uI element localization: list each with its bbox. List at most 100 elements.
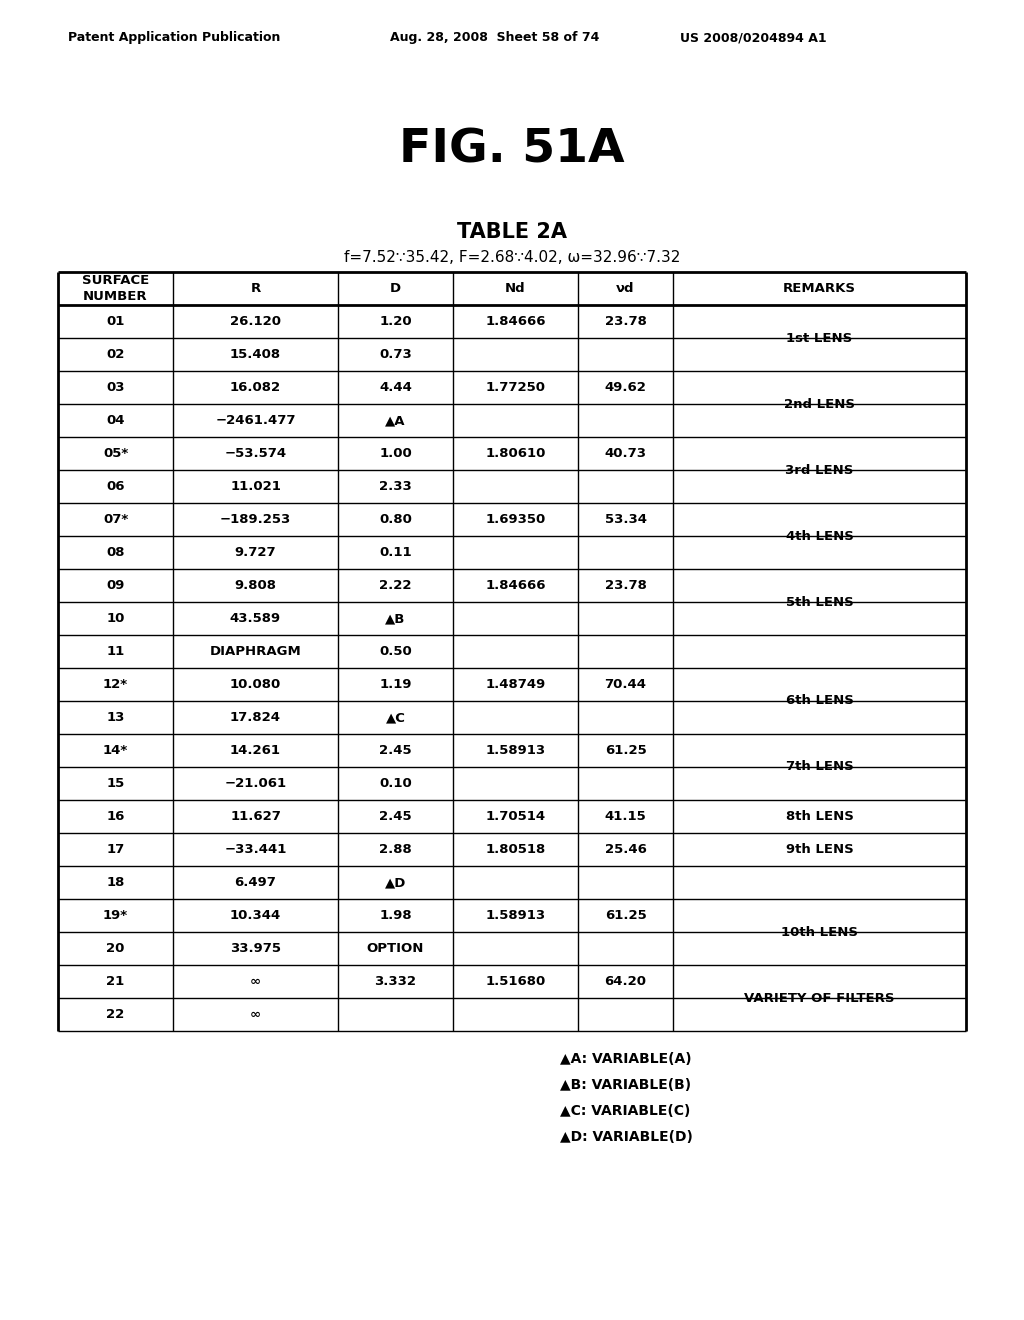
Text: 07*: 07* [102,513,128,525]
Text: 1.84666: 1.84666 [485,315,546,327]
Text: 14*: 14* [102,744,128,756]
Text: 1.19: 1.19 [379,678,412,690]
Text: 13: 13 [106,711,125,723]
Text: 14.261: 14.261 [230,744,281,756]
Text: −2461.477: −2461.477 [215,414,296,426]
Text: 7th LENS: 7th LENS [785,760,853,774]
Text: Aug. 28, 2008  Sheet 58 of 74: Aug. 28, 2008 Sheet 58 of 74 [390,32,599,45]
Text: 3rd LENS: 3rd LENS [785,463,854,477]
Text: −21.061: −21.061 [224,777,287,789]
Text: 1st LENS: 1st LENS [786,331,853,345]
Text: 1.58913: 1.58913 [485,909,546,921]
Text: −53.574: −53.574 [224,447,287,459]
Text: ▲B: ▲B [385,612,406,624]
Text: 2.45: 2.45 [379,810,412,822]
Text: 10.344: 10.344 [229,909,282,921]
Text: SURFACE
NUMBER: SURFACE NUMBER [82,275,150,302]
Text: 2.45: 2.45 [379,744,412,756]
Text: Patent Application Publication: Patent Application Publication [68,32,281,45]
Text: 61.25: 61.25 [604,909,646,921]
Text: 2.33: 2.33 [379,480,412,492]
Text: 33.975: 33.975 [230,942,281,954]
Text: FIG. 51A: FIG. 51A [399,128,625,173]
Text: 1.80610: 1.80610 [485,447,546,459]
Text: 49.62: 49.62 [604,381,646,393]
Text: 43.589: 43.589 [230,612,281,624]
Text: 61.25: 61.25 [604,744,646,756]
Text: 6.497: 6.497 [234,876,276,888]
Text: 0.50: 0.50 [379,645,412,657]
Text: ▲C: ▲C [386,711,406,723]
Text: 01: 01 [106,315,125,327]
Text: 4.44: 4.44 [379,381,412,393]
Text: 08: 08 [106,546,125,558]
Text: 1.84666: 1.84666 [485,579,546,591]
Text: 8th LENS: 8th LENS [785,810,853,822]
Text: 23.78: 23.78 [604,315,646,327]
Text: 21: 21 [106,975,125,987]
Text: 23.78: 23.78 [604,579,646,591]
Text: 04: 04 [106,414,125,426]
Text: 0.11: 0.11 [379,546,412,558]
Text: 1.98: 1.98 [379,909,412,921]
Text: 1.58913: 1.58913 [485,744,546,756]
Text: 40.73: 40.73 [604,447,646,459]
Text: 12*: 12* [103,678,128,690]
Text: US 2008/0204894 A1: US 2008/0204894 A1 [680,32,826,45]
Text: 19*: 19* [103,909,128,921]
Text: 1.70514: 1.70514 [485,810,546,822]
Text: 70.44: 70.44 [604,678,646,690]
Text: 09: 09 [106,579,125,591]
Text: 02: 02 [106,348,125,360]
Text: 9.808: 9.808 [234,579,276,591]
Text: 17.824: 17.824 [230,711,281,723]
Text: 16: 16 [106,810,125,822]
Text: 11.021: 11.021 [230,480,281,492]
Text: 18: 18 [106,876,125,888]
Text: 16.082: 16.082 [230,381,281,393]
Text: 1.00: 1.00 [379,447,412,459]
Text: 64.20: 64.20 [604,975,646,987]
Text: 0.73: 0.73 [379,348,412,360]
Text: 11.627: 11.627 [230,810,281,822]
Text: VARIETY OF FILTERS: VARIETY OF FILTERS [744,991,895,1005]
Text: ∞: ∞ [250,975,261,987]
Text: R: R [251,282,261,294]
Text: −189.253: −189.253 [220,513,291,525]
Text: 1.77250: 1.77250 [485,381,546,393]
Text: ▲B: VARIABLE(B): ▲B: VARIABLE(B) [560,1078,691,1092]
Text: 1.48749: 1.48749 [485,678,546,690]
Text: ▲D: VARIABLE(D): ▲D: VARIABLE(D) [560,1130,693,1144]
Text: f=7.52∵35.42, F=2.68∵4.02, ω=32.96∵7.32: f=7.52∵35.42, F=2.68∵4.02, ω=32.96∵7.32 [344,249,680,264]
Text: 11: 11 [106,645,125,657]
Text: 15.408: 15.408 [230,348,281,360]
Text: D: D [390,282,401,294]
Text: DIAPHRAGM: DIAPHRAGM [210,645,301,657]
Text: 9.727: 9.727 [234,546,276,558]
Text: 1.51680: 1.51680 [485,975,546,987]
Text: 10: 10 [106,612,125,624]
Text: 2.22: 2.22 [379,579,412,591]
Text: 5th LENS: 5th LENS [785,595,853,609]
Text: 1.80518: 1.80518 [485,843,546,855]
Text: 1.20: 1.20 [379,315,412,327]
Text: 3.332: 3.332 [375,975,417,987]
Text: 2.88: 2.88 [379,843,412,855]
Text: TABLE 2A: TABLE 2A [457,222,567,242]
Text: 06: 06 [106,480,125,492]
Text: 41.15: 41.15 [604,810,646,822]
Text: 03: 03 [106,381,125,393]
Text: ▲C: VARIABLE(C): ▲C: VARIABLE(C) [560,1104,690,1118]
Text: Nd: Nd [505,282,525,294]
Text: OPTION: OPTION [367,942,424,954]
Text: 10.080: 10.080 [229,678,282,690]
Text: 0.80: 0.80 [379,513,412,525]
Text: −33.441: −33.441 [224,843,287,855]
Text: νd: νd [616,282,635,294]
Text: 1.69350: 1.69350 [485,513,546,525]
Text: 0.10: 0.10 [379,777,412,789]
Text: 15: 15 [106,777,125,789]
Text: 26.120: 26.120 [230,315,281,327]
Text: REMARKS: REMARKS [783,282,856,294]
Text: 2nd LENS: 2nd LENS [784,397,855,411]
